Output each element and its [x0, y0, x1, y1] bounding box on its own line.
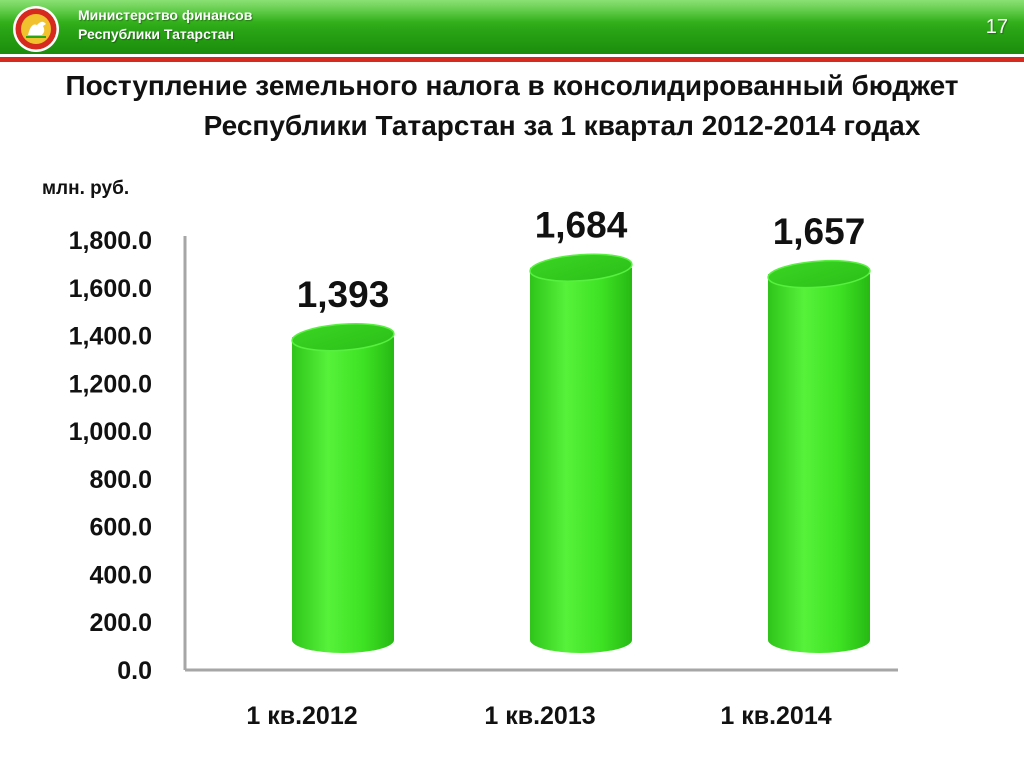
bar-1: [291, 323, 395, 653]
y-tick-label: 1,400.0: [69, 323, 152, 351]
bar-value-label: 1,657: [773, 211, 866, 252]
chart-bars: [291, 253, 871, 653]
ministry-name: Министерство финансов Республики Татарст…: [78, 6, 252, 44]
chart-labels: 1,393 1 кв.2012 1,684 1 кв.2013 1,657 1 кв.20…: [246, 205, 865, 730]
y-tick-label: 0.0: [117, 657, 152, 685]
y-tick-label: 800.0: [89, 466, 152, 494]
header-white-stripe: [0, 54, 1024, 57]
x-tick-label: 1 кв.2012: [246, 702, 357, 730]
y-tick-label: 1,600.0: [69, 275, 152, 303]
bar-top: [767, 259, 871, 289]
x-tick-label: 1 кв.2014: [720, 702, 831, 730]
bar-body: [292, 337, 394, 653]
slide-number: 17: [985, 16, 1008, 38]
title-line-1: Поступление земельного налога в консолид…: [65, 70, 959, 101]
bar-body: [768, 274, 870, 653]
y-tick-label: 400.0: [89, 561, 152, 589]
y-tick-label: 600.0: [89, 514, 152, 542]
ministry-line-2: Республики Татарстан: [78, 26, 234, 42]
ministry-line-1: Министерство финансов: [78, 7, 253, 23]
chart-axes: 0.0 200.0 400.0 600.0 800.0 1,000.0 1,200.0 1,4…: [69, 227, 898, 685]
bar-top: [291, 323, 395, 352]
y-tick-label: 200.0: [89, 609, 152, 637]
bar-3: [767, 259, 871, 653]
bar-2: [529, 253, 633, 653]
y-tick-label: 1,800.0: [69, 227, 152, 255]
bar-body: [530, 267, 632, 653]
bar-value-label: 1,684: [535, 205, 628, 246]
page-title: Поступление земельного налога в консолид…: [20, 66, 1004, 146]
header-band: [0, 0, 1024, 54]
y-tick-label: 1,000.0: [69, 418, 152, 446]
y-tick-label: 1,200.0: [69, 370, 152, 398]
y-axis-unit-label: млн. руб.: [42, 178, 130, 199]
title-line-2: Республики Татарстан за 1 квартал 2012-2…: [203, 110, 921, 141]
header-shine: [0, 0, 1024, 22]
x-tick-label: 1 кв.2013: [484, 702, 595, 730]
bar-top: [529, 253, 633, 282]
bar-value-label: 1,393: [297, 274, 390, 315]
tatarstan-emblem-icon: [13, 6, 59, 52]
header-red-stripe: [0, 57, 1024, 62]
